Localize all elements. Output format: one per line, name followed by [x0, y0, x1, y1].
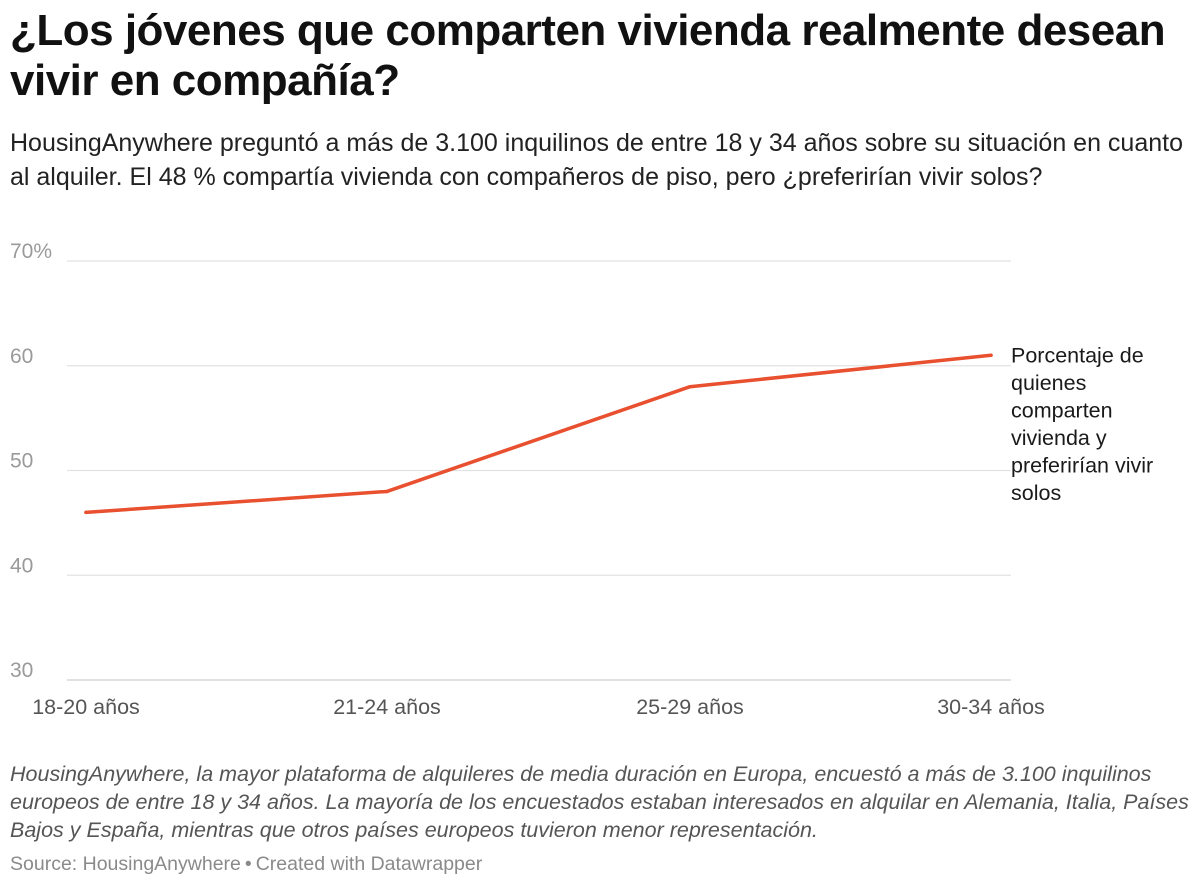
- series-label-line: vivienda y: [1011, 426, 1107, 450]
- x-tick-label: 30-34 años: [937, 695, 1045, 719]
- data-point: [989, 353, 993, 358]
- y-tick-label: 60: [10, 345, 33, 368]
- data-point: [385, 489, 389, 494]
- series-label-line: preferirían vivir: [1011, 453, 1153, 477]
- x-tick-label: 18-20 años: [32, 695, 140, 719]
- separator-dot: •: [244, 853, 252, 875]
- series-label-line: quienes: [1011, 371, 1086, 395]
- series-label-line: solos: [1011, 481, 1061, 505]
- y-tick-label: 40: [10, 554, 33, 577]
- x-tick-label: 21-24 años: [333, 695, 441, 719]
- y-tick-label: 70%: [10, 240, 52, 263]
- chart-subtitle: HousingAnywhere preguntó a más de 3.100 …: [10, 129, 1183, 191]
- y-tick-label: 50: [10, 450, 33, 473]
- line-chart: 30 40 50 60 70% 18-20 años 21-24 años 25-29 año…: [10, 240, 1153, 719]
- series-line: [84, 353, 993, 515]
- x-tick-label: 25-29 años: [636, 695, 744, 719]
- y-tick-label: 30: [10, 659, 33, 682]
- credit-text: Created with Datawrapper: [255, 853, 483, 875]
- chart-notes: HousingAnywhere, la mayor plataforma de …: [10, 762, 1189, 842]
- data-point: [688, 384, 692, 389]
- source-text: Source: HousingAnywhere: [10, 853, 241, 875]
- series-label: Porcentaje de quienes comparten vivienda y p…: [1011, 343, 1153, 505]
- series-label-line: Porcentaje de: [1011, 343, 1144, 367]
- chart-title: ¿Los jóvenes que comparten vivienda real…: [10, 6, 1166, 105]
- source-line: Source: HousingAnywhere • Created with Dat…: [10, 851, 482, 877]
- series-label-line: comparten: [1011, 398, 1113, 422]
- data-point: [84, 510, 88, 515]
